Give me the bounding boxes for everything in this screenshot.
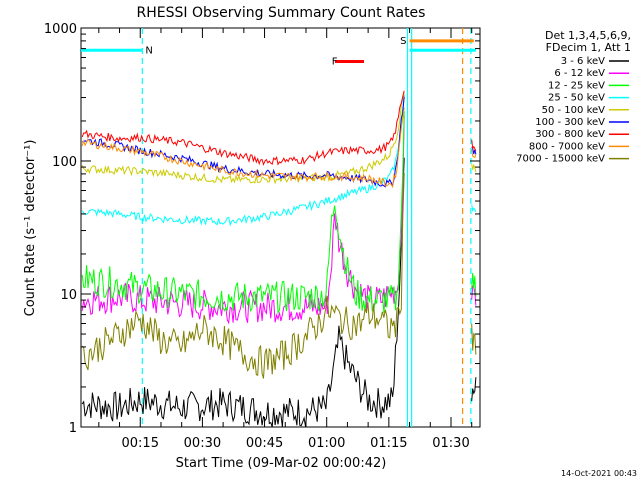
series-line-3: [471, 204, 477, 213]
flag-label: S: [400, 36, 406, 47]
y-tick-label: 1: [69, 421, 77, 436]
series-line-7: [471, 149, 477, 159]
plot-frame: [80, 27, 481, 428]
legend-label: 800 - 7000 keV: [529, 141, 605, 152]
legend: Det 1,3,4,5,6,9,FDecim 1, Att 1 3 - 6 keV…: [516, 29, 631, 165]
legend-header: Det 1,3,4,5,6,9,: [545, 29, 631, 42]
series-line-7: [81, 107, 405, 189]
y-tick-label: 10: [60, 288, 77, 303]
legend-label: 3 - 6 keV: [561, 56, 605, 67]
series-line-0: [81, 157, 405, 428]
axis-layer: 1 10 100 1000 00:15 00:30 00:45 01:00 01:15 01:30: [44, 22, 480, 451]
y-tick-label: 100: [52, 155, 77, 170]
x-tick-label: 01:15: [370, 436, 407, 451]
annotation-layer: N F S: [81, 28, 476, 427]
y-axis-label: Count Rate (s⁻¹ detector⁻¹): [23, 140, 38, 317]
series-line-8: [471, 323, 477, 355]
legend-label: 12 - 25 keV: [548, 80, 605, 91]
legend-label: 100 - 300 keV: [535, 117, 605, 128]
legend-header: FDecim 1, Att 1: [546, 41, 631, 54]
flag-label: N: [145, 45, 152, 56]
legend-label: 300 - 800 keV: [535, 129, 605, 140]
series-line-6: [471, 139, 477, 152]
series-line-2: [81, 111, 405, 315]
legend-label: 50 - 100 keV: [542, 105, 606, 116]
series-line-8: [81, 172, 405, 379]
series-line-4: [81, 92, 405, 185]
y-tick-label: 1000: [44, 22, 77, 37]
legend-label: 25 - 50 keV: [548, 93, 605, 104]
legend-label: 7000 - 15000 keV: [516, 154, 605, 165]
chart-title: RHESSI Observing Summary Count Rates: [137, 5, 426, 21]
flag-label: F: [332, 56, 338, 67]
x-tick-label: 00:15: [122, 436, 159, 451]
timestamp: 14-Oct-2021 00:43: [561, 469, 637, 478]
series-layer: [81, 90, 477, 428]
x-tick-label: 00:45: [246, 436, 283, 451]
series-line-4: [471, 163, 477, 173]
x-tick-label: 00:30: [184, 436, 221, 451]
series-line-6: [81, 90, 405, 166]
x-tick-label: 01:30: [432, 436, 469, 451]
series-line-3: [81, 94, 405, 227]
legend-label: 6 - 12 keV: [554, 68, 605, 79]
x-tick-label: 01:00: [308, 436, 345, 451]
series-line-2: [471, 272, 477, 297]
series-line-5: [82, 96, 405, 188]
x-axis-label: Start Time (09-Mar-02 00:00:42): [176, 456, 387, 471]
